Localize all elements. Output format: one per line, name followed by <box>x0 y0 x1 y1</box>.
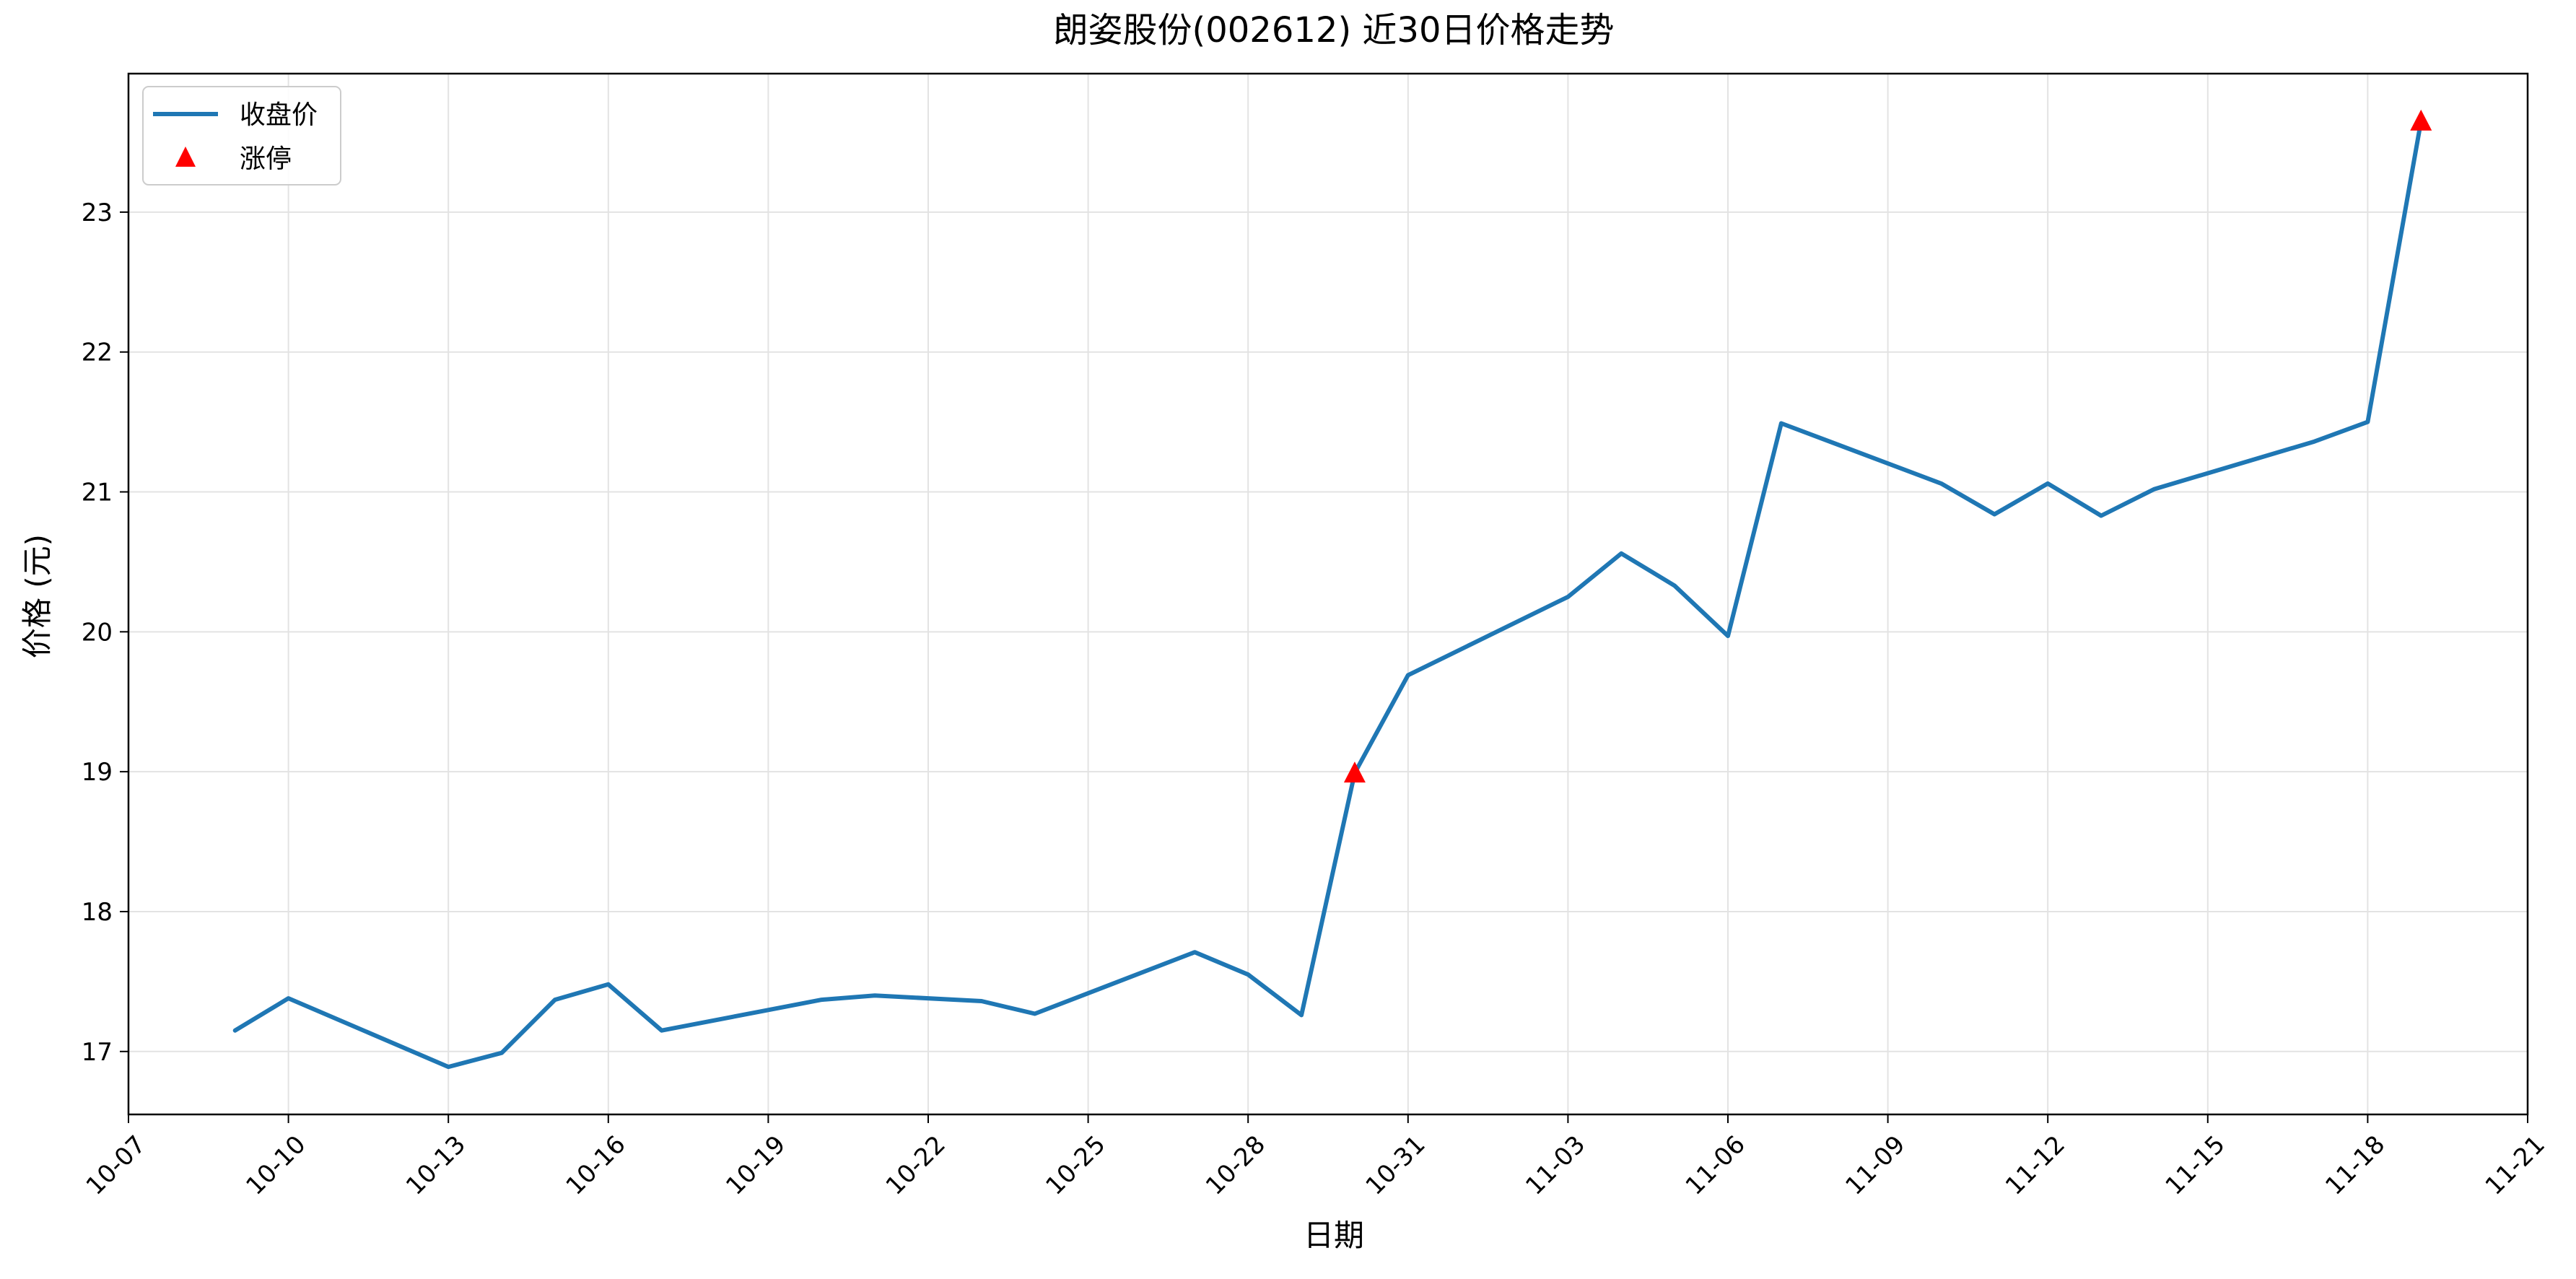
close-price-point <box>287 996 291 1000</box>
close-price-point <box>499 1051 504 1055</box>
y-axis-label: 价格 (元) <box>19 534 55 658</box>
series-layer <box>232 109 2432 1070</box>
close-price-point <box>2045 481 2050 486</box>
close-price-point <box>2099 513 2103 518</box>
close-price-point <box>553 998 557 1002</box>
close-price-point <box>1192 950 1197 954</box>
close-price-point <box>660 1029 664 1033</box>
y-tick-label: 21 <box>82 479 113 507</box>
close-price-point <box>1406 673 1410 677</box>
close-price-point <box>2313 440 2317 444</box>
close-price-point <box>1033 1011 1037 1016</box>
close-price-point <box>1246 972 1250 977</box>
close-price-point <box>1672 583 1677 588</box>
close-price-point <box>233 1029 237 1033</box>
y-tick-label: 23 <box>82 198 113 227</box>
legend-marker-swatch <box>175 147 196 167</box>
close-price-point <box>1726 634 1730 638</box>
close-price-point <box>979 999 984 1003</box>
close-price-point <box>1566 595 1570 599</box>
legend-label-close: 收盘价 <box>240 100 318 130</box>
legend: 收盘价 涨停 <box>142 86 341 185</box>
close-price-point <box>873 993 877 998</box>
limit-up-marker <box>2410 109 2432 131</box>
close-price-point <box>606 982 611 987</box>
close-price-point <box>2152 487 2157 492</box>
grid-layer <box>128 74 2528 1114</box>
limit-up-marker <box>1343 761 1366 783</box>
y-tick-label: 17 <box>82 1038 113 1067</box>
close-price-point <box>1619 551 1623 556</box>
plot-frame <box>127 72 2529 1116</box>
close-price-point <box>1299 1013 1304 1017</box>
y-tick-label: 19 <box>82 758 113 787</box>
chart-title: 朗姿股份(002612) 近30日价格走势 <box>1053 10 1614 51</box>
legend-label-limit-up: 涨停 <box>240 144 292 174</box>
close-price-point <box>819 998 824 1002</box>
close-price-point <box>1779 422 1783 426</box>
y-tick-label: 20 <box>82 618 113 647</box>
close-price-point <box>1992 512 1996 517</box>
y-tick-label: 18 <box>82 898 113 927</box>
close-price-point <box>1939 481 1943 486</box>
y-tick-label: 22 <box>82 339 113 367</box>
close-price-point <box>2365 420 2370 424</box>
x-axis-label: 日期 <box>1304 1218 1364 1253</box>
close-price-point <box>446 1065 450 1069</box>
